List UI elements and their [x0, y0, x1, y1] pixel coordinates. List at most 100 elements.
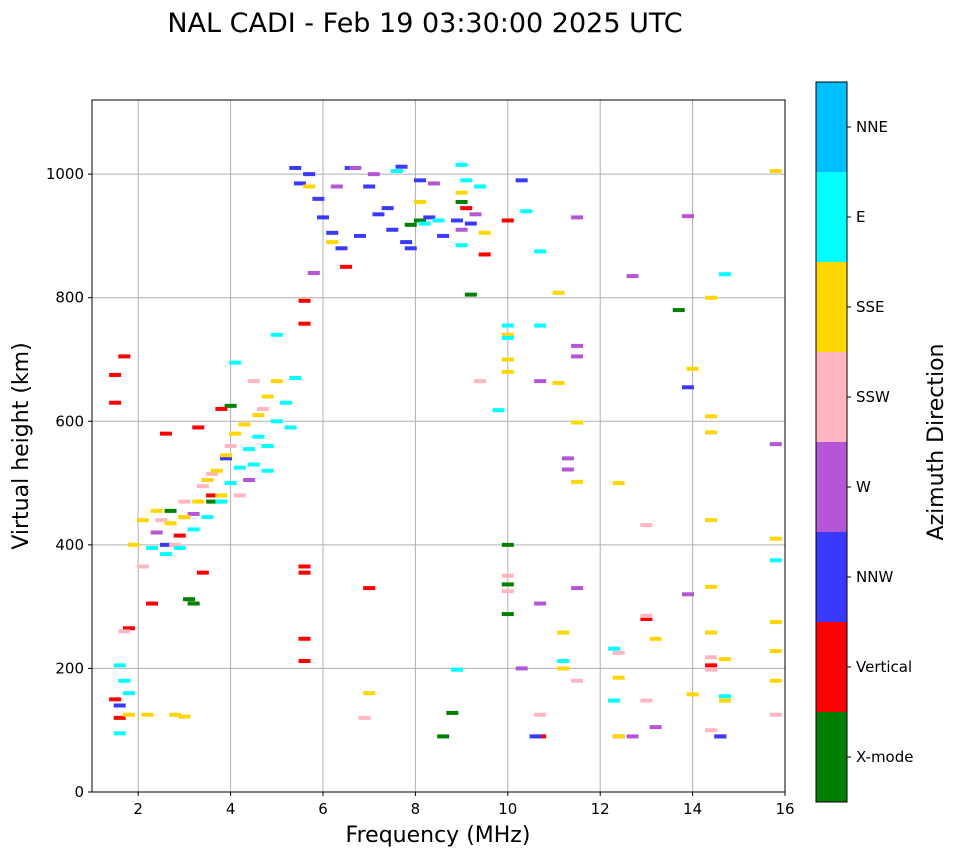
point-sse: [552, 380, 565, 385]
point-x-mode: [187, 601, 200, 606]
point-e: [243, 447, 256, 452]
point-sse: [261, 394, 274, 399]
point-w: [330, 184, 343, 189]
point-vertical: [192, 425, 205, 430]
point-e: [122, 691, 135, 696]
point-sse: [705, 630, 718, 635]
point-ssw: [501, 589, 514, 594]
point-sse: [552, 290, 565, 295]
y-tick-label: 800: [55, 289, 84, 307]
point-e: [289, 376, 302, 381]
point-sse: [612, 734, 625, 739]
point-sse: [270, 379, 283, 384]
point-sse: [326, 240, 339, 245]
point-sse: [686, 692, 699, 697]
point-nnw: [293, 181, 306, 186]
point-ssw: [474, 379, 487, 384]
x-tick-label: 16: [775, 800, 794, 818]
colorbar-swatch-nne: [816, 82, 847, 172]
point-nnw: [400, 240, 413, 245]
colorbar-swatch-ssw: [816, 352, 847, 442]
point-e: [270, 332, 283, 337]
point-e: [284, 425, 297, 430]
point-w: [427, 181, 440, 186]
point-vertical: [196, 570, 209, 575]
point-nnw: [363, 184, 376, 189]
x-tick-label: 10: [498, 800, 517, 818]
azimuth-colorbar: X-mode Vertical NNW W SSW SSE E NNE: [815, 81, 913, 803]
point-vertical: [298, 298, 311, 303]
point-x-mode: [414, 218, 427, 223]
point-e: [608, 698, 621, 703]
point-nnw: [335, 246, 348, 251]
point-e: [261, 444, 274, 448]
point-x-mode: [501, 542, 514, 547]
chart-title: NAL CADI - Feb 19 03:30:00 2025 UTC: [167, 8, 682, 39]
point-e: [113, 731, 126, 736]
point-sse: [705, 295, 718, 300]
point-sse: [150, 508, 163, 513]
point-e: [474, 184, 487, 189]
point-ssw: [233, 493, 246, 498]
point-sse: [649, 636, 662, 641]
point-vertical: [109, 697, 122, 702]
point-w: [469, 212, 482, 217]
colorbar-tick-label: SSW: [856, 388, 890, 406]
point-sse: [501, 369, 514, 374]
x-axis-label: Frequency (MHz): [346, 823, 531, 848]
point-e: [432, 218, 445, 223]
point-nnw: [113, 703, 126, 708]
point-ssw: [501, 573, 514, 578]
point-sse: [164, 521, 177, 526]
point-nnw: [386, 227, 399, 232]
point-e: [229, 360, 242, 365]
point-ssw: [178, 499, 191, 504]
point-nnw: [681, 385, 694, 390]
point-ssw: [769, 712, 782, 717]
point-x-mode: [224, 403, 237, 408]
point-w: [571, 215, 584, 220]
point-w: [769, 442, 782, 447]
point-vertical: [298, 636, 311, 641]
colorbar-tick-label: NNW: [856, 568, 893, 586]
point-ssw: [118, 629, 131, 634]
y-tick-label: 600: [55, 412, 84, 430]
point-vertical: [501, 218, 514, 223]
point-ssw: [256, 406, 269, 411]
x-tick-label: 4: [226, 800, 236, 818]
point-e: [224, 481, 237, 486]
y-axis-label: Virtual height (km): [9, 342, 34, 549]
point-vertical: [298, 659, 311, 664]
point-sse: [201, 477, 214, 482]
point-ssw: [136, 564, 149, 569]
point-vertical: [340, 264, 353, 269]
point-e: [418, 221, 431, 226]
point-ssw: [534, 712, 547, 717]
point-e: [187, 527, 200, 532]
point-nnw: [353, 233, 366, 238]
point-sse: [571, 420, 584, 425]
point-sse: [229, 431, 242, 436]
point-w: [150, 530, 163, 535]
point-e: [557, 659, 570, 664]
point-nnw: [515, 178, 528, 183]
point-nnw: [404, 246, 417, 251]
point-e: [492, 408, 505, 413]
point-sse: [769, 620, 782, 625]
point-sse: [127, 542, 140, 547]
point-e: [455, 162, 468, 167]
point-sse: [478, 230, 491, 235]
point-sse: [219, 453, 232, 458]
point-e: [280, 400, 293, 405]
point-e: [769, 558, 782, 563]
x-tick-label: 8: [411, 800, 421, 818]
point-sse: [557, 630, 570, 635]
point-nnw: [414, 178, 427, 183]
point-nnw: [159, 542, 172, 547]
y-tick-label: 1000: [46, 165, 84, 183]
point-sse: [612, 675, 625, 680]
colorbar-tick-label: E: [856, 208, 865, 226]
point-w: [243, 477, 256, 482]
point-w: [561, 467, 574, 472]
point-sse: [705, 414, 718, 419]
